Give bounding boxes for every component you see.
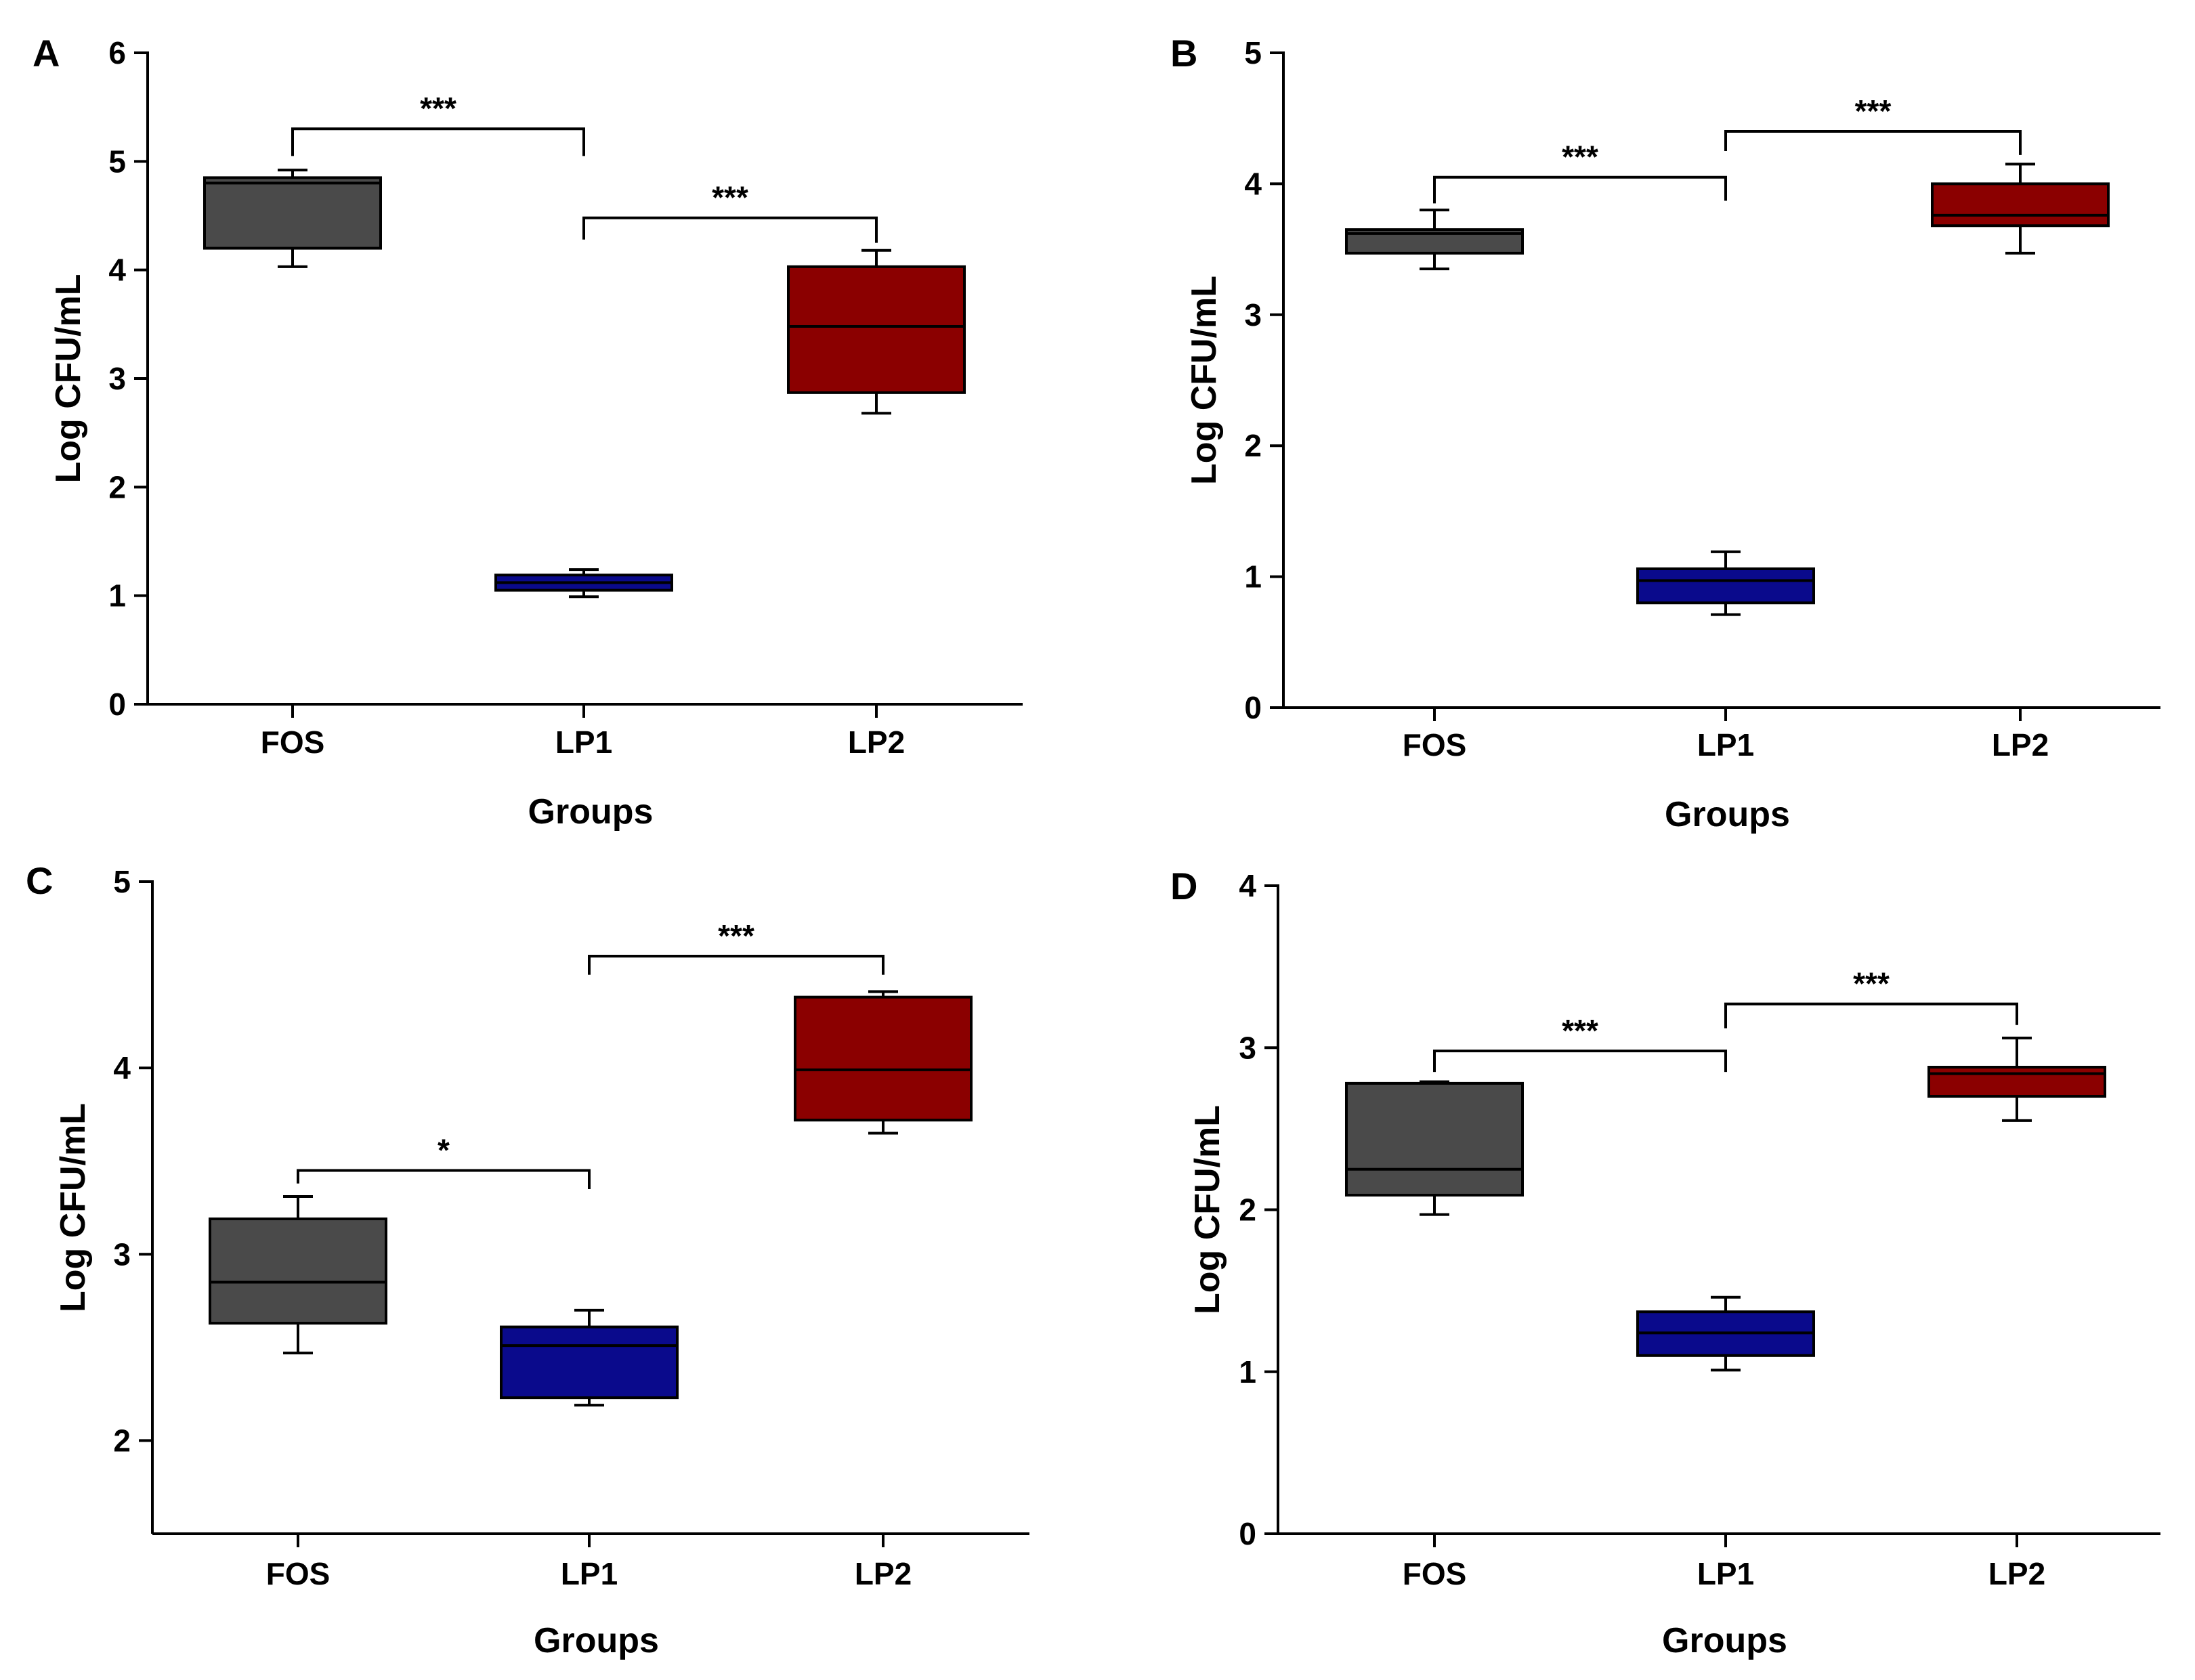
x-tick-label: LP1 <box>1697 1556 1754 1591</box>
significance-bracket: *** <box>588 918 885 975</box>
y-axis-title: Log CFU/mL <box>49 274 88 483</box>
y-tick-label: 3 <box>113 1236 131 1272</box>
y-tick-label: 4 <box>108 253 126 288</box>
y-tick-label: 5 <box>1244 35 1262 70</box>
y-tick-label: 0 <box>1244 690 1262 725</box>
significance-bracket: *** <box>1433 139 1727 204</box>
significance-label: *** <box>712 180 748 215</box>
panel-b: B 0 1 2 3 4 5 FOS LP1 LP2 Groups Log CFU/mL *** *** <box>1170 32 2160 834</box>
y-tick-label: 3 <box>1244 297 1262 332</box>
panel-d: D 0 1 2 3 4 FOS LP1 LP2 Groups Log CFU/mL *** *** <box>1170 865 2160 1660</box>
x-tick-label: FOS <box>266 1556 331 1591</box>
y-tick-label: 4 <box>113 1050 131 1085</box>
significance-label: *** <box>1853 966 1890 1001</box>
y-tick-label: 1 <box>1239 1354 1256 1390</box>
bracket-line <box>1433 1050 1727 1073</box>
y-tick-label: 4 <box>1239 868 1256 903</box>
significance-label: *** <box>1562 1013 1598 1048</box>
x-axis-title: Groups <box>528 792 654 832</box>
panel-label: C <box>26 859 53 902</box>
y-tick-label: 0 <box>108 687 126 722</box>
y-tick-label: 3 <box>108 361 126 396</box>
significance-label: *** <box>420 91 456 126</box>
x-axis-title: Groups <box>1662 1621 1787 1660</box>
y-tick-label: 4 <box>1244 166 1262 201</box>
bracket-line <box>588 955 885 975</box>
y-tick-label: 2 <box>1244 428 1262 463</box>
y-tick-label: 2 <box>1239 1192 1256 1228</box>
bracket-line <box>1724 130 2022 155</box>
box-body <box>500 1325 679 1400</box>
significance-label: *** <box>1562 139 1598 175</box>
x-axis-title: Groups <box>1665 795 1790 834</box>
significance-bracket: *** <box>1724 93 2022 155</box>
box-lp2 <box>1931 163 2110 255</box>
box-body <box>1931 182 2110 228</box>
y-tick-label: 0 <box>1239 1516 1256 1551</box>
x-tick-label: LP2 <box>1992 727 2049 762</box>
y-axis-title: Log CFU/mL <box>54 1103 93 1312</box>
box-body <box>209 1218 387 1325</box>
panel-label: B <box>1170 32 1197 74</box>
significance-bracket: * <box>297 1132 591 1189</box>
y-tick-label: 3 <box>1239 1030 1256 1065</box>
box-lp1 <box>1636 550 1815 616</box>
y-axis-title: Log CFU/mL <box>1185 276 1224 485</box>
x-tick-label: FOS <box>261 725 325 760</box>
y-tick-label: 5 <box>113 864 131 899</box>
x-tick-label: LP1 <box>561 1556 618 1591</box>
significance-label: *** <box>1855 93 1892 129</box>
y-tick-label: 5 <box>108 144 126 179</box>
box-body <box>787 265 966 394</box>
box-lp2 <box>787 249 966 415</box>
significance-bracket: *** <box>291 91 585 156</box>
box-lp1 <box>1636 1295 1815 1372</box>
significance-bracket: *** <box>1724 966 2018 1029</box>
box-body <box>1636 567 1815 605</box>
significance-bracket: *** <box>582 180 878 243</box>
bracket-line <box>291 127 585 156</box>
x-tick-label: LP1 <box>555 725 612 760</box>
box-body <box>794 995 973 1122</box>
box-body <box>1345 1081 1524 1197</box>
y-tick-label: 6 <box>108 35 126 70</box>
x-tick-label: LP1 <box>1697 727 1754 762</box>
y-tick-label: 2 <box>108 469 126 504</box>
x-tick-label: LP2 <box>855 1556 912 1591</box>
box-fos <box>209 1194 387 1355</box>
panel-a: A 0 1 2 3 4 5 6 FOS LP1 LP2 Groups Log CFU/mL *** *** <box>33 32 1023 832</box>
box-lp2 <box>1927 1036 2106 1122</box>
box-fos <box>1345 1080 1524 1216</box>
box-body <box>1927 1065 2106 1098</box>
panel-label: A <box>33 32 60 74</box>
bracket-line <box>1433 175 1727 204</box>
significance-label: *** <box>718 918 754 953</box>
y-axis-title: Log CFU/mL <box>1188 1105 1227 1314</box>
bracket-line <box>582 216 878 243</box>
panel-label: D <box>1170 865 1197 907</box>
box-lp1 <box>494 568 673 599</box>
box-lp1 <box>500 1308 679 1407</box>
significance-label: * <box>438 1132 450 1167</box>
x-tick-label: FOS <box>1403 727 1467 762</box>
y-tick-label: 1 <box>1244 559 1262 595</box>
bracket-line <box>297 1169 591 1189</box>
x-axis-title: Groups <box>534 1621 659 1660</box>
x-tick-label: LP2 <box>1988 1556 2045 1591</box>
x-tick-label: FOS <box>1403 1556 1467 1591</box>
box-fos <box>203 169 382 268</box>
box-fos <box>1345 209 1524 271</box>
y-tick-label: 1 <box>108 578 126 613</box>
box-body <box>203 176 382 250</box>
significance-bracket: *** <box>1433 1013 1727 1073</box>
box-lp2 <box>794 990 973 1135</box>
y-tick-label: 2 <box>113 1423 131 1458</box>
x-tick-label: LP2 <box>848 725 905 760</box>
bracket-line <box>1724 1002 2018 1029</box>
